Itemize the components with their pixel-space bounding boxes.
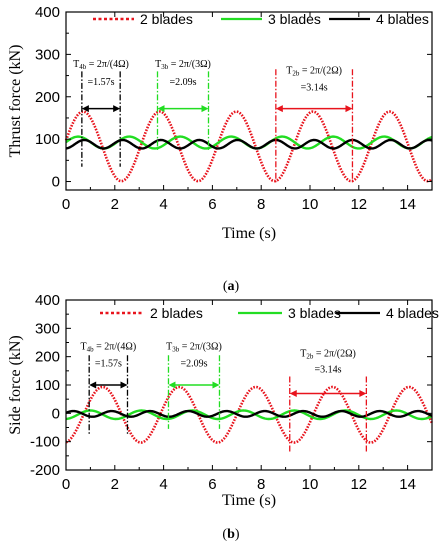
y-tick-label: 200: [35, 89, 60, 106]
period-value-label: =3.14s: [301, 82, 328, 93]
period-annotation-3b: T3b = 2π/(3Ω) =2.09s: [166, 342, 222, 429]
x-tick-label: 2: [111, 476, 119, 493]
arrow-head-right: [212, 381, 220, 389]
x-tick-label: 2: [111, 196, 119, 213]
chart-panel-a: T4b = 2π/(4Ω) =1.57s T3b = 2π/(3Ω) =2.09s T2…: [7, 4, 433, 294]
x-tick-label: 6: [208, 196, 216, 213]
legend-entry-3-blades: 3 blades: [238, 305, 341, 321]
legend-label: 4 blades: [376, 11, 429, 27]
y-tick-label: 300: [35, 46, 60, 63]
legend-entry-3-blades: 3 blades: [221, 11, 321, 27]
arrow-head-right: [201, 105, 209, 113]
legend-entry-2-blades: 2 blades: [93, 11, 193, 27]
y-axis-label: Thrust force (kN): [7, 45, 24, 158]
period-annotation-2b: T2b = 2π/(2Ω) =3.14s: [289, 349, 368, 453]
period-annotation-2b: T2b = 2π/(2Ω) =3.14s: [275, 65, 354, 184]
legend-label: 2 blades: [140, 11, 193, 27]
period-formula-label: T4b = 2π/(4Ω): [73, 59, 129, 71]
y-tick-label: 100: [35, 377, 60, 394]
arrow-head-left: [81, 105, 89, 113]
x-tick-label: 14: [399, 476, 416, 493]
x-tick-label: 4: [159, 476, 167, 493]
period-formula-label: T3b = 2π/(3Ω): [155, 59, 211, 71]
y-tick-label: 0: [52, 405, 60, 422]
y-tick-label: -200: [30, 462, 60, 479]
arrow-head-right: [359, 390, 367, 397]
chart-panel-b: T4b = 2π/(4Ω) =1.57s T3b = 2π/(3Ω) =2.09s T2…: [7, 292, 439, 542]
x-tick-label: 12: [350, 196, 367, 213]
period-formula-label: T2b = 2π/(2Ω): [300, 349, 356, 361]
legend-label: 2 blades: [150, 305, 203, 321]
x-tick-label: 10: [302, 196, 319, 213]
period-formula-label: T2b = 2π/(2Ω): [286, 65, 342, 77]
legend-label: 4 blades: [386, 305, 439, 321]
period-annotation-4b: T4b = 2π/(4Ω) =1.57s: [80, 342, 136, 435]
x-tick-label: 0: [62, 196, 70, 213]
arrow-head-right: [113, 105, 121, 113]
legend-entry-2-blades: 2 blades: [100, 305, 203, 321]
x-axis-label: Time (s): [222, 492, 276, 509]
y-tick-label: 0: [52, 174, 60, 191]
y-tick-label: 100: [35, 131, 60, 148]
arrow-head-left: [89, 381, 97, 389]
arrow-head-left: [289, 390, 297, 397]
period-formula-label: T4b = 2π/(4Ω): [80, 342, 136, 354]
legend-label: 3 blades: [268, 11, 321, 27]
x-tick-label: 12: [350, 476, 367, 493]
y-tick-label: -100: [30, 434, 60, 451]
period-annotation-4b: T4b = 2π/(4Ω) =1.57s: [73, 59, 129, 167]
y-tick-label: 200: [35, 349, 60, 366]
panel-caption: (a): [223, 279, 240, 294]
arrow-head-right: [120, 381, 128, 389]
series-line-2-blades: [64, 110, 433, 183]
x-tick-label: 0: [62, 476, 70, 493]
x-axis-label: Time (s): [222, 225, 276, 242]
legend-label: 3 blades: [288, 305, 341, 321]
x-tick-label: 10: [302, 476, 319, 493]
series-line-2-blades: [65, 385, 434, 444]
plot-frame: [65, 11, 433, 191]
arrow-head-left: [157, 105, 165, 113]
x-tick-label: 8: [257, 476, 265, 493]
period-value-label: =3.14s: [315, 364, 342, 375]
x-tick-label: 8: [257, 196, 265, 213]
x-tick-label: 6: [208, 476, 216, 493]
x-tick-label: 14: [399, 196, 416, 213]
period-annotation-3b: T3b = 2π/(3Ω) =2.09s: [155, 59, 211, 152]
arrow-head-left: [168, 381, 176, 389]
y-axis-label: Side force (kN): [7, 335, 24, 435]
legend-entry-4-blades: 4 blades: [336, 305, 439, 321]
period-value-label: =1.57s: [87, 77, 114, 88]
y-tick-label: 400: [35, 292, 60, 309]
arrow-head-right: [345, 105, 353, 113]
period-formula-label: T3b = 2π/(3Ω): [166, 342, 222, 354]
y-tick-label: 400: [35, 4, 60, 21]
arrow-head-left: [275, 105, 283, 113]
x-tick-label: 4: [159, 196, 167, 213]
period-value-label: =1.57s: [95, 359, 122, 370]
series-line-4-blades: [65, 138, 433, 150]
legend-entry-4-blades: 4 blades: [329, 11, 429, 27]
panel-caption: (b): [222, 527, 239, 542]
period-value-label: =2.09s: [180, 359, 207, 370]
y-tick-label: 300: [35, 320, 60, 337]
period-value-label: =2.09s: [169, 77, 196, 88]
